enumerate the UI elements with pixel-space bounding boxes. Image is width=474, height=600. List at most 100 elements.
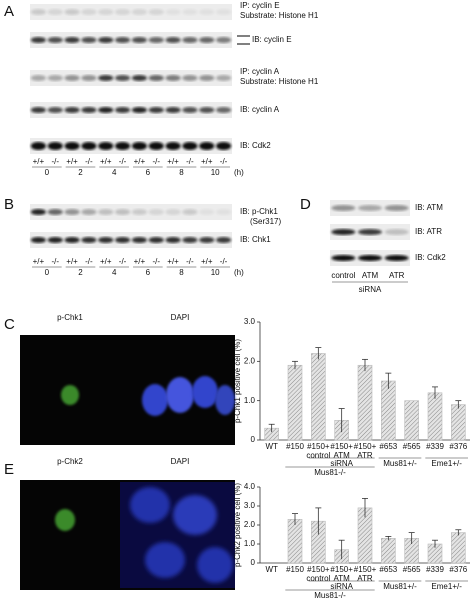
blot-band xyxy=(331,229,356,235)
blot-label: IB: Cdk2 xyxy=(240,141,271,150)
blot-band xyxy=(131,209,147,215)
blot-band xyxy=(98,75,114,81)
blot-band xyxy=(115,237,131,243)
blot-band xyxy=(30,37,46,43)
time-label: 8 xyxy=(179,268,184,277)
blot-band xyxy=(331,255,356,261)
blot-band xyxy=(64,142,80,150)
blot-band xyxy=(131,237,147,243)
blot-band xyxy=(98,237,114,243)
time-label: 0 xyxy=(45,168,50,177)
blot-band xyxy=(64,75,80,81)
blot-strip xyxy=(30,138,232,154)
blot-band xyxy=(165,37,181,43)
blot-band xyxy=(148,9,164,15)
blot-band xyxy=(182,237,198,243)
blot-band xyxy=(216,107,232,113)
blot-band xyxy=(165,107,181,113)
blot-band xyxy=(64,209,80,215)
panel-letter: A xyxy=(4,3,14,20)
blot-band xyxy=(81,209,97,215)
y-tick-label: 1.0 xyxy=(244,396,256,405)
blot-band xyxy=(165,75,181,81)
x-tick-label: #150+ xyxy=(330,442,353,451)
time-label: 4 xyxy=(112,268,117,277)
x-tick-label: ATM xyxy=(334,574,351,583)
blot-band xyxy=(30,75,46,81)
blot-label: Substrate: Histone H1 xyxy=(240,77,319,86)
panel-letter: D xyxy=(300,196,311,213)
blot-band xyxy=(98,9,114,15)
lane-genotype: -/- xyxy=(152,157,160,166)
blot-band xyxy=(331,205,356,211)
x-tick-label: #150+ xyxy=(307,565,330,574)
blot-strip xyxy=(30,102,232,118)
blot-band xyxy=(47,209,63,215)
lane-genotype: +/+ xyxy=(100,257,112,266)
blot-label: IB: cyclin E xyxy=(252,35,292,44)
lane-genotype: -/- xyxy=(186,257,194,266)
y-tick-label: 3.0 xyxy=(244,317,256,326)
blot-band xyxy=(115,37,131,43)
blot-band xyxy=(98,209,114,215)
bar xyxy=(357,364,373,441)
blot-band xyxy=(199,37,215,43)
blot-band xyxy=(182,209,198,215)
blot-band xyxy=(131,9,147,15)
lane-genotype: -/- xyxy=(85,257,93,266)
blot-band xyxy=(81,75,97,81)
blot-band xyxy=(165,142,181,150)
lane-label: ATR xyxy=(389,271,405,280)
lane-genotype: -/- xyxy=(220,157,228,166)
bar xyxy=(427,392,443,441)
blot-band xyxy=(30,9,46,15)
group-label: siRNA xyxy=(359,285,382,294)
blot-band xyxy=(98,107,114,113)
time-unit: (h) xyxy=(234,268,244,277)
lane-genotype: -/- xyxy=(51,157,59,166)
blot-band xyxy=(199,9,215,15)
blot-band xyxy=(165,209,181,215)
blot-band xyxy=(131,75,147,81)
lane-genotype: -/- xyxy=(119,257,127,266)
blot-band xyxy=(47,237,63,243)
blot-band xyxy=(384,229,409,235)
blot-band xyxy=(148,237,164,243)
bar xyxy=(287,364,303,441)
blot-band xyxy=(47,142,63,150)
blot-band xyxy=(115,75,131,81)
image-label: p-Chk1 xyxy=(57,313,83,322)
blot-label: IB: cyclin A xyxy=(240,105,280,114)
blot-band xyxy=(47,107,63,113)
blot-band xyxy=(384,205,409,211)
blot-band xyxy=(165,9,181,15)
blot-band xyxy=(81,142,97,150)
bar xyxy=(381,380,396,441)
lane-genotype: +/+ xyxy=(134,257,146,266)
blot-band xyxy=(182,9,198,15)
image-label: DAPI xyxy=(171,313,190,322)
blot-band xyxy=(165,237,181,243)
bar xyxy=(451,404,466,441)
group-label: Mus81+/- xyxy=(383,459,417,468)
blot-label: IP: cyclin E xyxy=(240,1,280,10)
image-label: DAPI xyxy=(171,457,190,466)
x-tick-label: control xyxy=(306,574,330,583)
time-label: 2 xyxy=(78,268,83,277)
lane-genotype: -/- xyxy=(85,157,93,166)
x-tick-label: WT xyxy=(265,565,278,574)
blot-label: IP: cyclin A xyxy=(240,67,280,76)
blot-band xyxy=(199,107,215,113)
time-label: 6 xyxy=(146,168,151,177)
blot-strip xyxy=(30,70,232,86)
group-label: Eme1+/- xyxy=(431,582,462,591)
blot-band xyxy=(98,37,114,43)
x-tick-label: #565 xyxy=(403,442,421,451)
blot-band xyxy=(47,75,63,81)
blot-band xyxy=(81,237,97,243)
blot-band xyxy=(148,142,164,150)
x-tick-label: #653 xyxy=(379,565,397,574)
lane-genotype: -/- xyxy=(220,257,228,266)
x-tick-label: #565 xyxy=(403,565,421,574)
